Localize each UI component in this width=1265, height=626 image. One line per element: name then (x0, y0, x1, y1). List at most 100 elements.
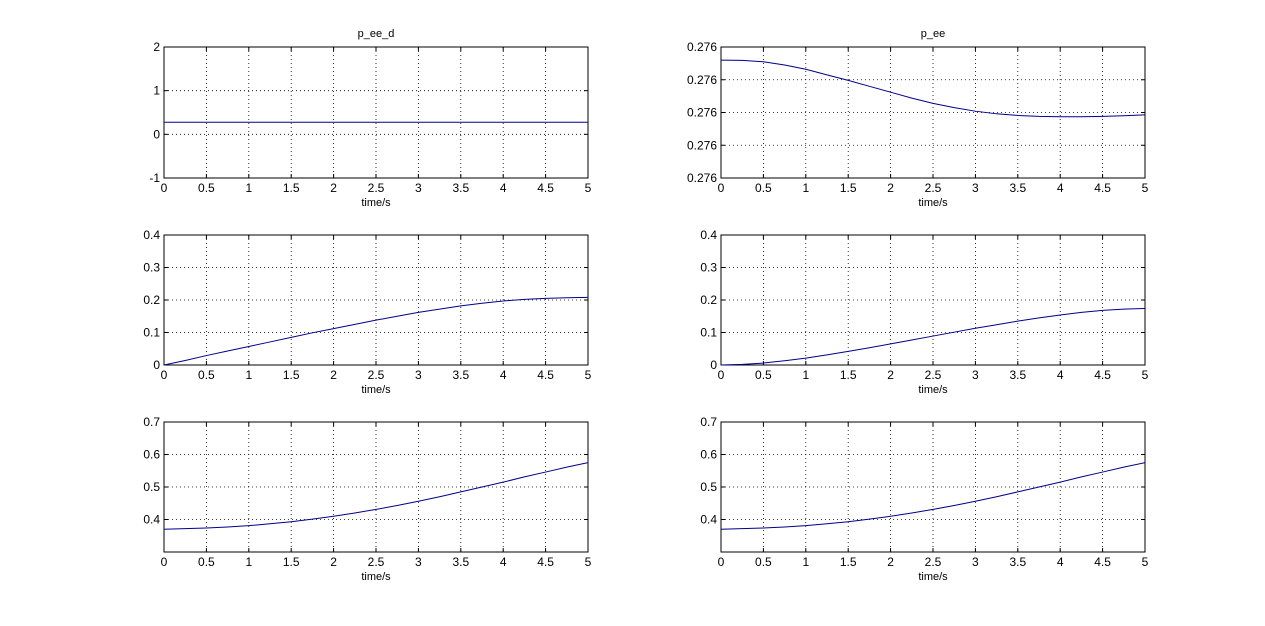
x-tick-label: 4 (500, 181, 507, 195)
x-tick-label: 0 (718, 555, 725, 569)
y-tick-label: 1 (153, 84, 160, 98)
x-tick-label: 2.5 (925, 368, 942, 382)
y-tick-label: 0.4 (143, 513, 160, 527)
x-tick-label: 0 (718, 368, 725, 382)
x-tick-label: 3 (972, 181, 979, 195)
x-tick-label: 1.5 (840, 555, 857, 569)
x-tick-label: 4 (1057, 181, 1064, 195)
x-tick-label: 0 (718, 181, 725, 195)
y-tick-label: 0 (153, 358, 160, 372)
x-tick-label: 1 (245, 555, 252, 569)
x-tick-label: 1.5 (840, 368, 857, 382)
x-tick-label: 0.5 (198, 181, 215, 195)
x-tick-label: 3 (415, 181, 422, 195)
x-tick-label: 4.5 (1094, 555, 1111, 569)
x-tick-label: 3.5 (452, 181, 469, 195)
x-axis-label: time/s (918, 571, 948, 583)
x-tick-label: 2.5 (925, 555, 942, 569)
x-tick-label: 0.5 (755, 368, 772, 382)
y-tick-label: 0.5 (700, 480, 717, 494)
x-tick-label: 4.5 (537, 181, 554, 195)
subplot-4: 0 0.5 1 1.5 2 2.5 3 3.5 4 4.5 5 0 0.1 0.2 0.3 0.4 time/s (700, 228, 1148, 396)
x-tick-label: 3 (972, 555, 979, 569)
y-tick-label: 0.7 (700, 415, 717, 429)
x-tick-label: 4 (500, 368, 507, 382)
y-tick-label: 0.3 (700, 261, 717, 275)
x-tick-label: 4.5 (1094, 368, 1111, 382)
x-tick-label: 5 (1142, 181, 1149, 195)
x-tick-label: 5 (585, 555, 592, 569)
x-tick-label: 5 (1142, 555, 1149, 569)
y-tick-label: 0.1 (143, 326, 160, 340)
subplot-6: 0 0.5 1 1.5 2 2.5 3 3.5 4 4.5 5 0.4 0.5 0.6 0.7 time/s (700, 415, 1148, 583)
x-tick-label: 2 (330, 181, 337, 195)
x-tick-label: 3.5 (1009, 181, 1026, 195)
x-tick-label: 2.5 (368, 555, 385, 569)
x-tick-label: 4 (500, 555, 507, 569)
y-tick-label: 0 (710, 358, 717, 372)
x-tick-label: 1 (245, 368, 252, 382)
chart-title: p_ee_d (358, 28, 395, 40)
x-tick-label: 1.5 (840, 181, 857, 195)
y-tick-label: 0 (153, 127, 160, 141)
x-axis-label: time/s (918, 197, 948, 209)
x-tick-label: 3.5 (452, 368, 469, 382)
y-tick-label: 0.5 (143, 480, 160, 494)
series-line (163, 462, 589, 530)
x-tick-label: 0.5 (755, 555, 772, 569)
y-tick-label: 0.3 (143, 261, 160, 275)
series-line (720, 307, 1146, 366)
x-tick-label: 4.5 (537, 368, 554, 382)
x-tick-label: 3 (415, 555, 422, 569)
x-tick-label: 2.5 (368, 181, 385, 195)
x-tick-label: 0 (161, 181, 168, 195)
x-tick-label: 1.5 (283, 181, 300, 195)
subplot-3: 0 0.5 1 1.5 2 2.5 3 3.5 4 4.5 5 0 0.1 0.2 0.3 0.4 time/s (143, 228, 591, 396)
x-tick-label: 4 (1057, 368, 1064, 382)
x-tick-label: 1 (802, 181, 809, 195)
y-tick-label: -1 (149, 171, 160, 185)
y-tick-label: 2 (153, 40, 160, 54)
x-tick-label: 1 (802, 368, 809, 382)
x-tick-label: 0.5 (198, 368, 215, 382)
y-tick-label: 0.276 (687, 138, 717, 152)
y-tick-label: 0.4 (700, 513, 717, 527)
x-axis-label: time/s (361, 571, 391, 583)
x-tick-label: 0 (161, 368, 168, 382)
x-tick-label: 3 (415, 368, 422, 382)
x-tick-label: 1.5 (283, 555, 300, 569)
x-tick-label: 0 (161, 555, 168, 569)
x-tick-label: 4.5 (537, 555, 554, 569)
x-tick-label: 1.5 (283, 368, 300, 382)
series-line (720, 462, 1146, 530)
x-tick-label: 2 (887, 555, 894, 569)
y-tick-label: 0.4 (143, 228, 160, 242)
x-tick-label: 2 (887, 181, 894, 195)
x-tick-label: 4 (1057, 555, 1064, 569)
x-tick-label: 3.5 (1009, 368, 1026, 382)
axes-box (163, 46, 589, 179)
subplot-5: 0 0.5 1 1.5 2 2.5 3 3.5 4 4.5 5 0.4 0.5 0.6 0.7 time/s (143, 415, 591, 583)
subplot-2: 0 0.5 1 1.5 2 2.5 3 3.5 4 4.5 5 0.276 0.276 0.276 0.27… (687, 28, 1149, 209)
y-tick-label: 0.276 (687, 73, 717, 87)
x-tick-label: 2.5 (925, 181, 942, 195)
x-tick-label: 4.5 (1094, 181, 1111, 195)
x-tick-label: 1 (802, 555, 809, 569)
x-tick-label: 1 (245, 181, 252, 195)
y-tick-label: 0.2 (143, 293, 160, 307)
y-tick-label: 0.6 (143, 448, 160, 462)
x-tick-label: 3.5 (452, 555, 469, 569)
y-tick-label: 0.276 (687, 106, 717, 120)
x-axis-label: time/s (361, 384, 391, 396)
y-tick-label: 0.1 (700, 326, 717, 340)
x-tick-label: 2 (330, 368, 337, 382)
x-axis-label: time/s (918, 384, 948, 396)
y-tick-label: 0.6 (700, 448, 717, 462)
x-tick-label: 2.5 (368, 368, 385, 382)
x-tick-label: 0.5 (755, 181, 772, 195)
y-tick-label: 0.4 (700, 228, 717, 242)
x-tick-label: 5 (585, 181, 592, 195)
y-tick-label: 0.7 (143, 415, 160, 429)
